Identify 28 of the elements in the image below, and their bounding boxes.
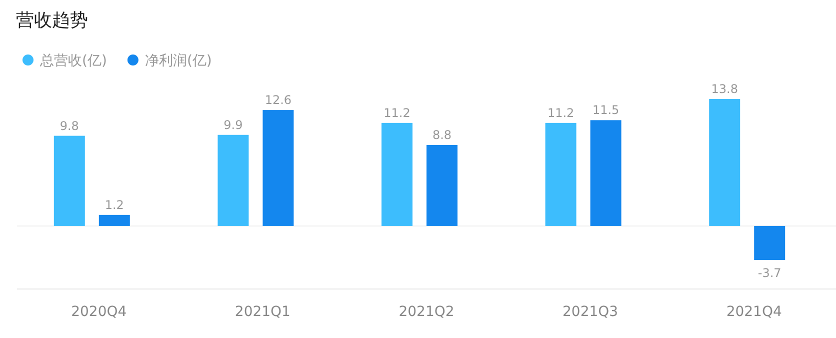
x-tick-label: 2021Q1 [234,304,290,320]
x-tick-label: 2021Q2 [398,304,454,320]
data-label: 9.8 [60,118,79,133]
bar [545,122,576,226]
bar [426,145,458,226]
x-tick-label: 2021Q3 [562,304,618,320]
data-label: 13.8 [711,82,738,96]
bar [54,136,85,226]
bar [754,226,786,260]
data-label: 11.2 [384,106,410,120]
data-label: -3.7 [758,266,782,280]
legend-label: 净利润(亿) [144,53,212,69]
bar [590,120,622,226]
legend-label: 总营收(亿) [39,53,107,69]
bar [218,134,249,226]
bar [709,99,740,226]
data-label: 12.6 [264,93,292,108]
x-tick-label: 2021Q4 [726,304,782,320]
bar [382,122,412,226]
bar [98,214,130,226]
data-label: 8.8 [432,128,452,142]
chart-title: 营收趋势 [16,10,88,31]
data-label: 9.9 [224,118,243,132]
data-label: 11.5 [592,103,620,118]
x-tick-label: 2020Q4 [71,304,127,320]
data-label: 1.2 [104,198,124,212]
bar [262,110,294,226]
data-label: 11.2 [547,106,574,120]
